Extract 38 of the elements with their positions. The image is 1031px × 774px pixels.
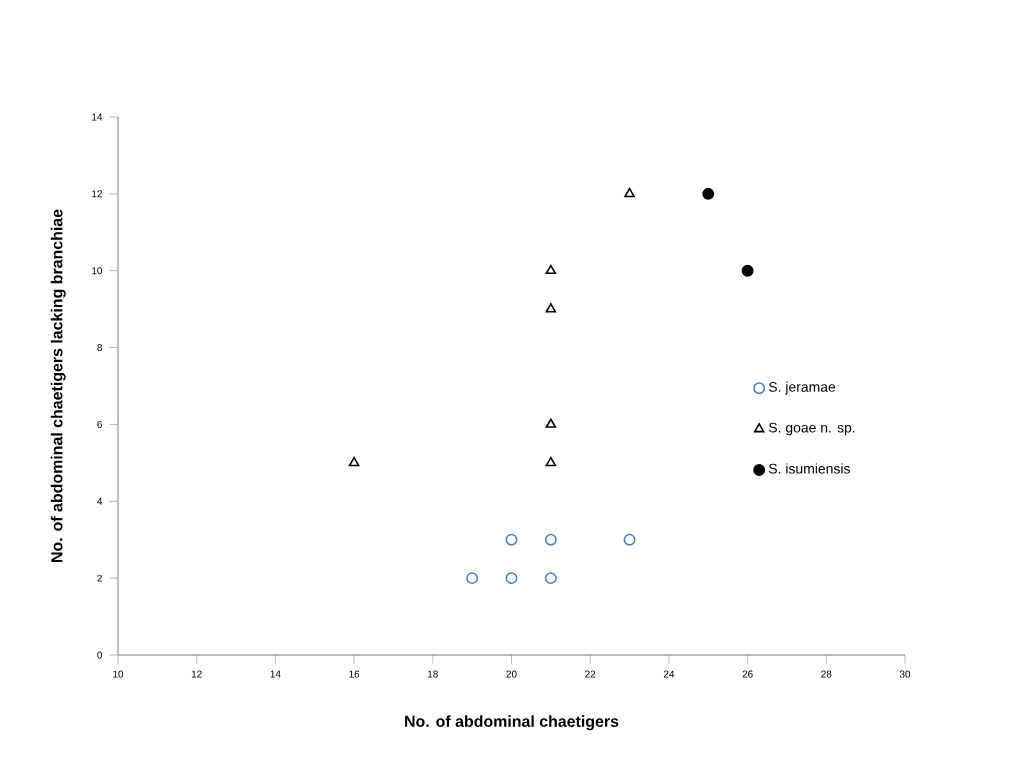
y-tick-label: 6 <box>97 420 103 428</box>
point <box>624 187 635 198</box>
x-tick-label: 20 <box>506 670 517 678</box>
y-tick-label: 2 <box>97 574 102 582</box>
x-tick-label: 22 <box>585 670 596 678</box>
x-tick-label: 18 <box>428 670 438 678</box>
x-tick-label: 26 <box>742 670 753 678</box>
point <box>545 456 557 467</box>
point <box>741 264 754 277</box>
point <box>623 533 636 546</box>
x-tick-label: 10 <box>113 670 124 678</box>
x-tick-label: 14 <box>270 670 281 678</box>
point <box>505 533 518 546</box>
x-tick-label: 30 <box>899 670 911 678</box>
x-tick-label: 24 <box>663 670 675 678</box>
legend-label: S. goae n. sp. <box>768 422 855 436</box>
y-tick-label: 12 <box>92 190 102 198</box>
point <box>545 303 557 313</box>
point <box>348 456 360 467</box>
x-tick-label: 28 <box>821 670 832 678</box>
point <box>466 572 479 585</box>
y-tick-label: 10 <box>92 267 103 275</box>
x-tick-label: 12 <box>191 670 202 678</box>
point <box>544 572 557 585</box>
point <box>505 572 518 585</box>
legend-label: S. jeramae <box>768 381 836 395</box>
x-axis-title: No. of abdominal chaetigers <box>405 715 619 731</box>
y-axis-title: No. of abdominal chaetigers lacking branchiae <box>50 209 66 562</box>
x-tick-label: 16 <box>349 670 360 678</box>
y-tick-label: 0 <box>97 651 103 659</box>
point <box>545 418 557 428</box>
y-tick-label: 8 <box>97 344 103 352</box>
point <box>544 533 557 546</box>
y-tick-label: 14 <box>92 113 103 121</box>
y-tick-label: 4 <box>97 497 103 505</box>
point <box>702 187 715 200</box>
legend-label: S. isumiensis <box>768 463 850 474</box>
point <box>545 264 557 275</box>
